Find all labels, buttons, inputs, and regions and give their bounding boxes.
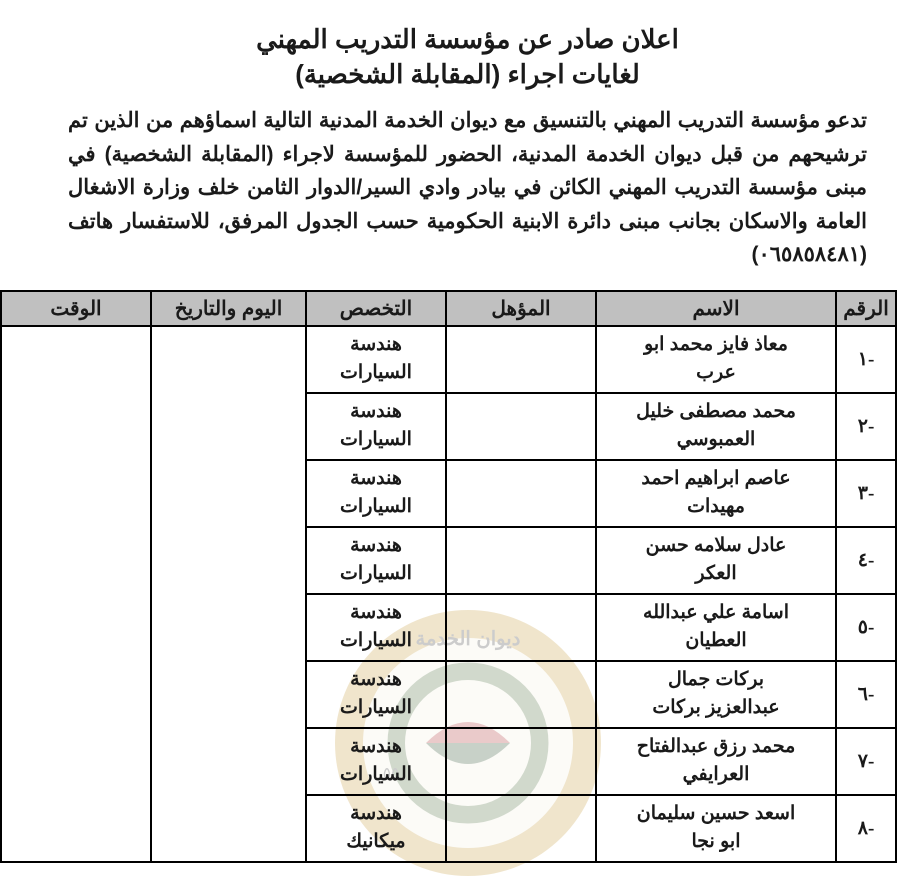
- cell-specialization: هندسةالسيارات: [288, 527, 428, 594]
- col-specialization: التخصص: [288, 291, 428, 326]
- cell-name: عادل سلامه حسنالعكر: [578, 527, 818, 594]
- cell-name: محمد رزق عبدالفتاحالعرايفي: [578, 728, 818, 795]
- cell-name: معاذ فايز محمد ابوعرب: [578, 326, 818, 393]
- title-line-2: لغايات اجراء (المقابلة الشخصية): [20, 59, 879, 90]
- cell-name: بركات جمالعبدالعزيز بركات: [578, 661, 818, 728]
- col-time: الوقت: [0, 291, 133, 326]
- cell-date: [133, 326, 288, 862]
- table-row: -١معاذ فايز محمد ابوعرب هندسةالسيارات: [0, 326, 878, 393]
- candidates-table: الرقم الاسم المؤهل التخصص اليوم والتاريخ…: [0, 290, 879, 863]
- col-number: الرقم: [818, 291, 878, 326]
- cell-number: -١: [818, 326, 878, 393]
- cell-qualification: [428, 661, 578, 728]
- cell-qualification: [428, 326, 578, 393]
- cell-qualification: [428, 460, 578, 527]
- cell-number: -٢: [818, 393, 878, 460]
- cell-qualification: [428, 795, 578, 862]
- cell-number: -٧: [818, 728, 878, 795]
- cell-specialization: هندسةالسيارات: [288, 326, 428, 393]
- cell-specialization: هندسةالسيارات: [288, 393, 428, 460]
- col-name: الاسم: [578, 291, 818, 326]
- cell-qualification: [428, 527, 578, 594]
- cell-qualification: [428, 728, 578, 795]
- announcement-body: تدعو مؤسسة التدريب المهني بالتنسيق مع دي…: [50, 104, 849, 272]
- cell-specialization: هندسةميكانيك: [288, 795, 428, 862]
- cell-name: محمد مصطفى خليلالعمبوسي: [578, 393, 818, 460]
- col-qualification: المؤهل: [428, 291, 578, 326]
- cell-name: عاصم ابراهيم احمدمهيدات: [578, 460, 818, 527]
- cell-specialization: هندسةالسيارات: [288, 728, 428, 795]
- col-date: اليوم والتاريخ: [133, 291, 288, 326]
- cell-number: -٨: [818, 795, 878, 862]
- cell-name: اسامة علي عبداللهالعطيان: [578, 594, 818, 661]
- cell-specialization: هندسةالسيارات: [288, 661, 428, 728]
- cell-specialization: هندسةالسيارات: [288, 460, 428, 527]
- cell-time: [0, 326, 133, 862]
- cell-number: -٦: [818, 661, 878, 728]
- cell-number: -٥: [818, 594, 878, 661]
- table-header-row: الرقم الاسم المؤهل التخصص اليوم والتاريخ…: [0, 291, 878, 326]
- title-line-1: اعلان صادر عن مؤسسة التدريب المهني: [20, 24, 879, 55]
- cell-number: -٤: [818, 527, 878, 594]
- cell-specialization: هندسةالسيارات: [288, 594, 428, 661]
- cell-number: -٣: [818, 460, 878, 527]
- cell-qualification: [428, 594, 578, 661]
- cell-name: اسعد حسين سليمانابو نجا: [578, 795, 818, 862]
- cell-qualification: [428, 393, 578, 460]
